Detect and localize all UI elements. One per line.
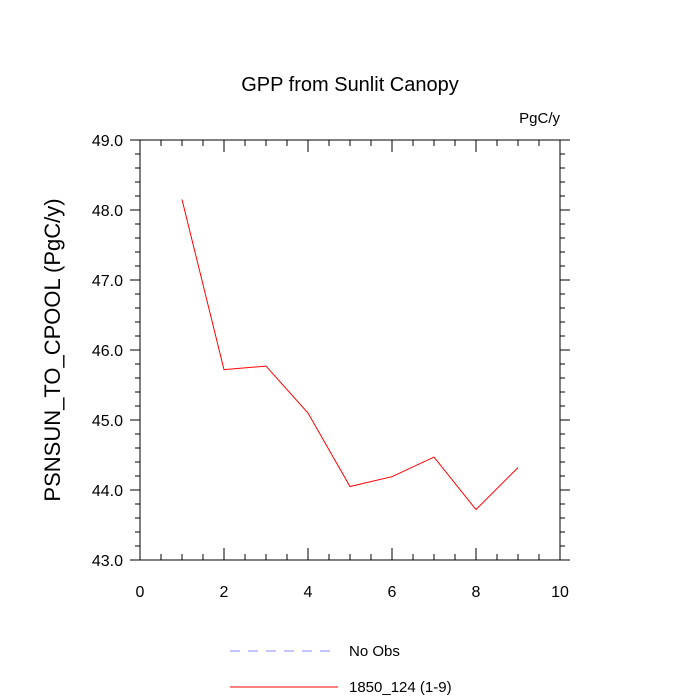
y-tick-label: 43.0 xyxy=(92,553,123,570)
legend: No Obs 1850_124 (1-9) xyxy=(230,643,452,696)
series-lines xyxy=(181,199,519,511)
y-tick-label: 48.0 xyxy=(92,203,123,220)
plot-frame xyxy=(139,139,561,561)
axis-ticks xyxy=(130,139,570,561)
y-axis-label: PSNSUN_TO_CPOOL (PgC/y) xyxy=(40,198,65,501)
x-tick-label: 4 xyxy=(304,584,313,601)
axis-tick-labels: 0 2 4 6 8 10 43.0 44.0 45.0 46.0 47.0 48.0 49.0 xyxy=(92,133,569,601)
x-tick-label: 8 xyxy=(472,584,481,601)
legend-label: No Obs xyxy=(349,643,400,660)
y-tick-label: 44.0 xyxy=(92,483,123,500)
y-tick-label: 47.0 xyxy=(92,273,123,290)
x-tick-label: 2 xyxy=(220,584,229,601)
x-tick-label: 6 xyxy=(388,584,397,601)
legend-label: 1850_124 (1-9) xyxy=(349,679,452,696)
x-tick-label: 0 xyxy=(136,584,145,601)
y-tick-label: 46.0 xyxy=(92,343,123,360)
x-tick-label: 10 xyxy=(551,584,569,601)
y-tick-label: 45.0 xyxy=(92,413,123,430)
y-tick-label: 49.0 xyxy=(92,133,123,150)
units-label: PgC/y xyxy=(519,110,560,127)
chart-title: GPP from Sunlit Canopy xyxy=(241,74,459,96)
series-line xyxy=(181,199,519,511)
